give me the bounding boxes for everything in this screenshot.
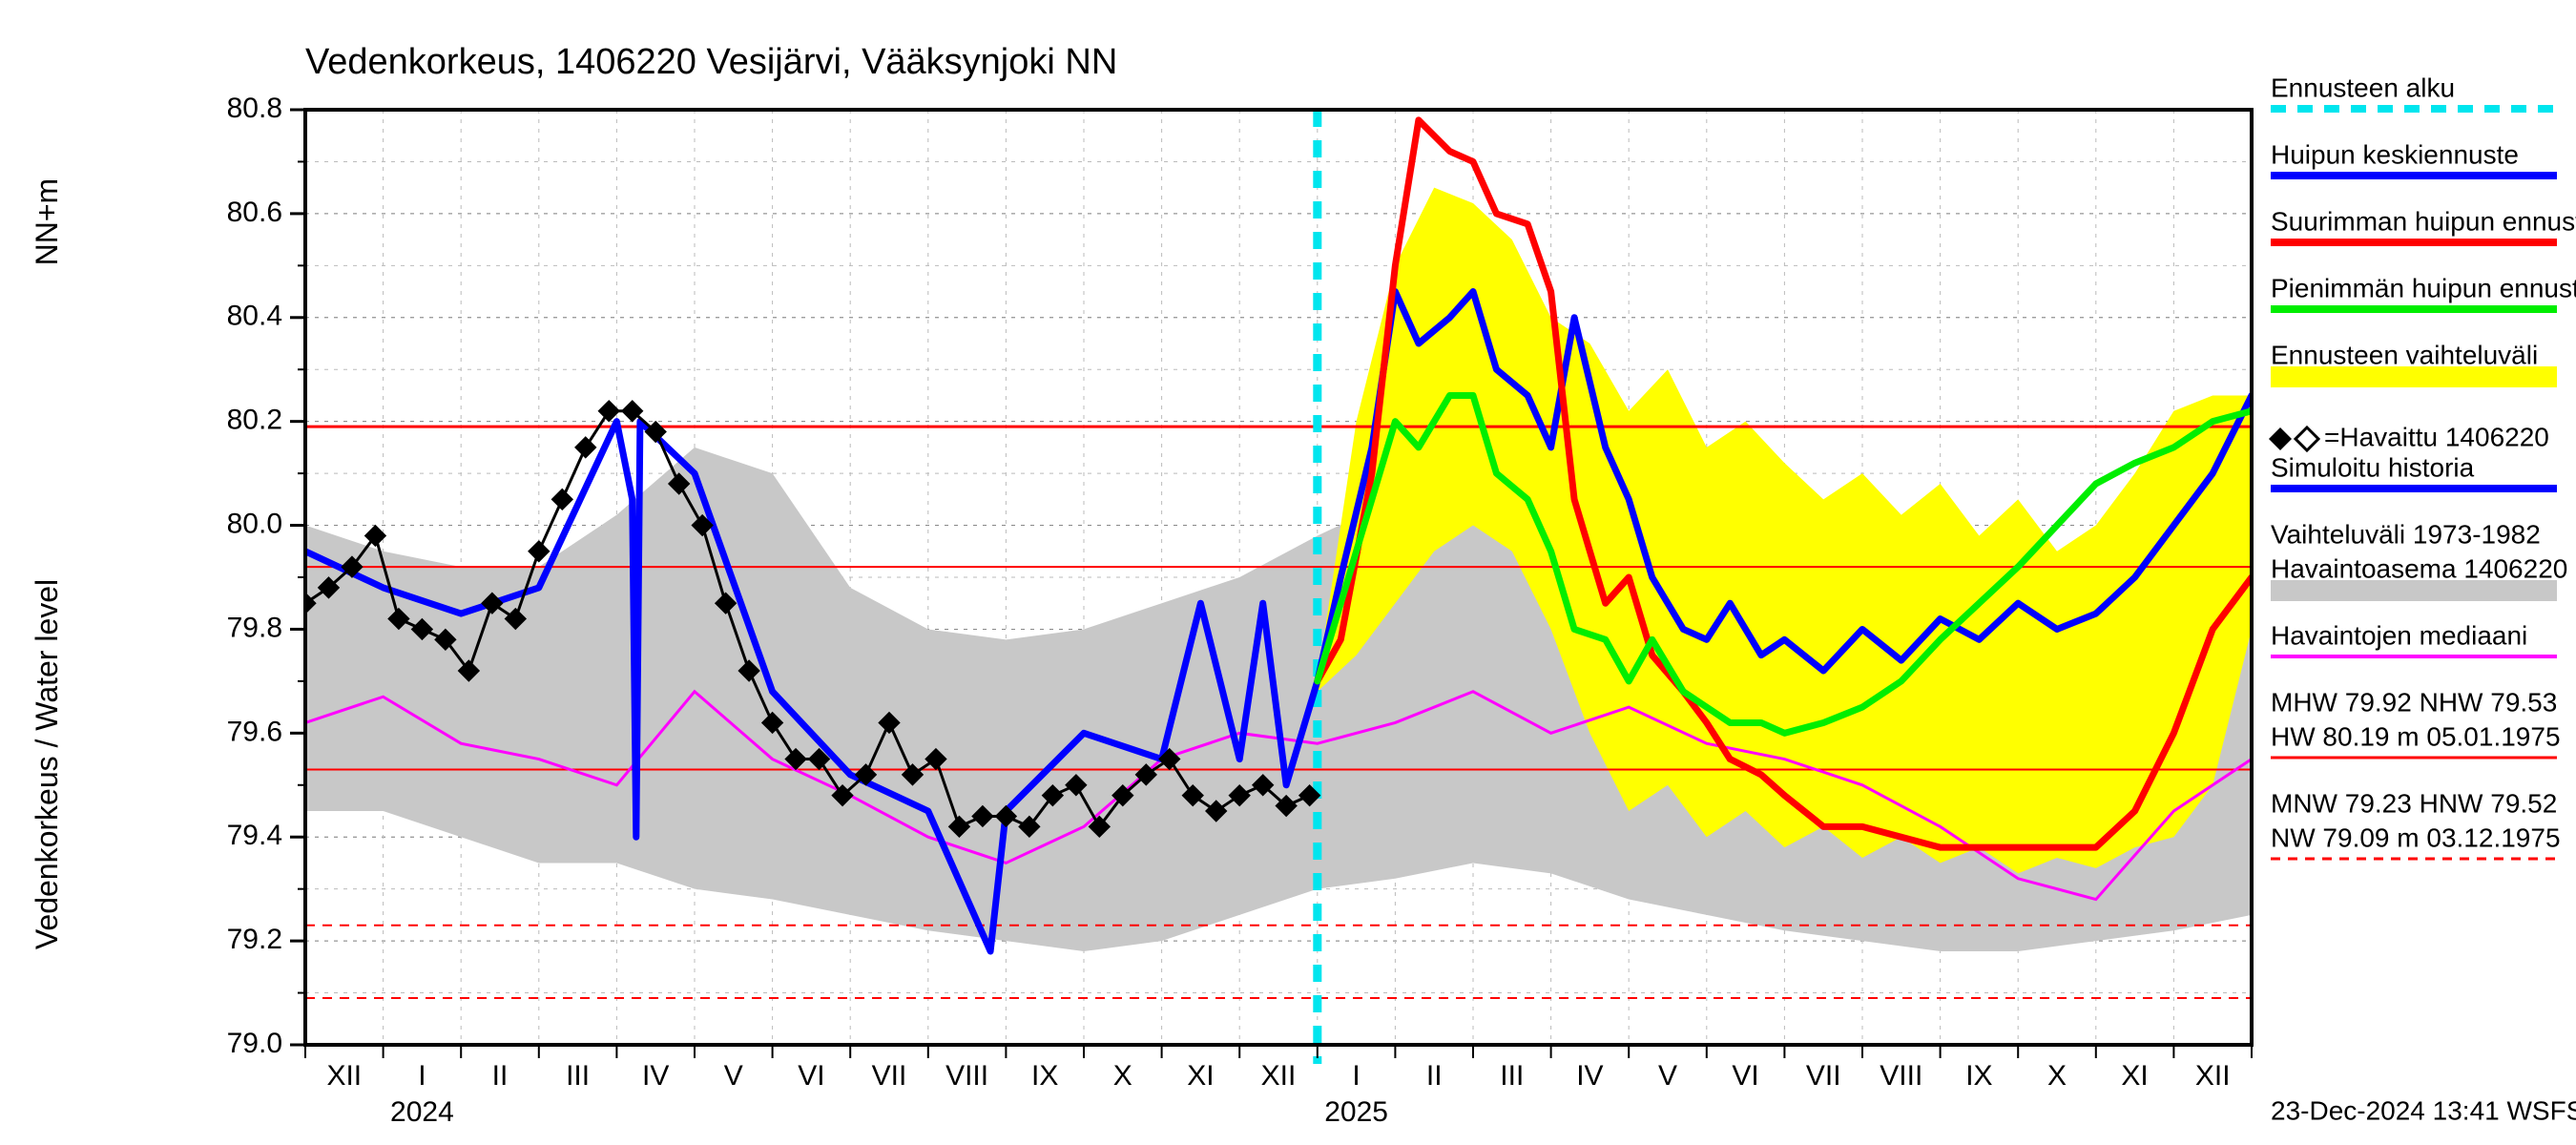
svg-text:VI: VI xyxy=(1732,1060,1758,1092)
legend-envelope: Ennusteen vaihteluväli xyxy=(2271,340,2538,369)
svg-text:IX: IX xyxy=(1965,1060,1992,1092)
legend-nw: NW 79.09 m 03.12.1975 xyxy=(2271,822,2561,852)
svg-text:80.8: 80.8 xyxy=(227,93,282,124)
svg-text:XI: XI xyxy=(2121,1060,2148,1092)
svg-text:VIII: VIII xyxy=(1880,1060,1922,1092)
svg-text:VII: VII xyxy=(872,1060,907,1092)
svg-text:IX: IX xyxy=(1031,1060,1058,1092)
svg-text:2025: 2025 xyxy=(1324,1096,1388,1128)
svg-text:I: I xyxy=(1352,1060,1360,1092)
legend-pienimman: Pienimmän huipun ennuste xyxy=(2271,273,2576,302)
y-axis-title-2: NN+m xyxy=(30,178,64,266)
legend-huipun: Huipun keskiennuste xyxy=(2271,139,2519,169)
svg-text:V: V xyxy=(1658,1060,1677,1092)
legend-histband2: Havaintoasema 1406220 xyxy=(2271,553,2567,583)
svg-text:IV: IV xyxy=(1576,1060,1603,1092)
svg-text:80.2: 80.2 xyxy=(227,405,282,436)
svg-text:79.6: 79.6 xyxy=(227,716,282,747)
svg-text:79.4: 79.4 xyxy=(227,820,282,851)
svg-text:X: X xyxy=(1113,1060,1132,1092)
chart-title: Vedenkorkeus, 1406220 Vesijärvi, Vääksyn… xyxy=(305,42,1117,82)
legend-simhist: Simuloitu historia xyxy=(2271,452,2475,482)
svg-text:II: II xyxy=(1426,1060,1443,1092)
chart-footer: 23-Dec-2024 13:41 WSFS-O xyxy=(2271,1095,2576,1125)
svg-text:III: III xyxy=(566,1060,590,1092)
svg-text:79.2: 79.2 xyxy=(227,924,282,955)
chart-svg: 79.0 79.2 79.4 79.6 79.8 80.0 80.2 80.4 80.6 80.8… xyxy=(0,0,2576,1145)
legend-hw: HW 80.19 m 05.01.1975 xyxy=(2271,721,2561,751)
svg-text:XII: XII xyxy=(2195,1060,2231,1092)
svg-text:2024: 2024 xyxy=(390,1096,454,1128)
svg-text:VII: VII xyxy=(1806,1060,1841,1092)
svg-text:XII: XII xyxy=(1261,1060,1297,1092)
legend-suurimman: Suurimman huipun ennuste xyxy=(2271,206,2576,236)
svg-text:V: V xyxy=(724,1060,743,1092)
y-axis-title-1: Vedenkorkeus / Water level xyxy=(30,579,64,949)
svg-text:I: I xyxy=(418,1060,426,1092)
svg-text:III: III xyxy=(1500,1060,1524,1092)
svg-text:XII: XII xyxy=(326,1060,362,1092)
water-level-chart: 79.0 79.2 79.4 79.6 79.8 80.0 80.2 80.4 80.6 80.8… xyxy=(0,0,2576,1145)
svg-text:VI: VI xyxy=(798,1060,824,1092)
legend-histband: Vaihteluväli 1973-1982 xyxy=(2271,519,2541,549)
legend-observed: =Havaittu 1406220 xyxy=(2324,422,2549,451)
svg-text:IV: IV xyxy=(642,1060,669,1092)
svg-text:80.6: 80.6 xyxy=(227,197,282,228)
legend-median: Havaintojen mediaani xyxy=(2271,620,2527,650)
svg-text:X: X xyxy=(2047,1060,2067,1092)
svg-text:XI: XI xyxy=(1187,1060,1214,1092)
svg-text:II: II xyxy=(492,1060,509,1092)
svg-text:80.4: 80.4 xyxy=(227,301,282,332)
svg-text:79.8: 79.8 xyxy=(227,612,282,643)
legend-mhw: MHW 79.92 NHW 79.53 xyxy=(2271,687,2557,717)
svg-text:80.0: 80.0 xyxy=(227,508,282,539)
svg-text:79.0: 79.0 xyxy=(227,1028,282,1059)
legend-fstart: Ennusteen alku xyxy=(2271,73,2455,102)
svg-text:VIII: VIII xyxy=(945,1060,988,1092)
legend-mnw: MNW 79.23 HNW 79.52 xyxy=(2271,788,2557,818)
